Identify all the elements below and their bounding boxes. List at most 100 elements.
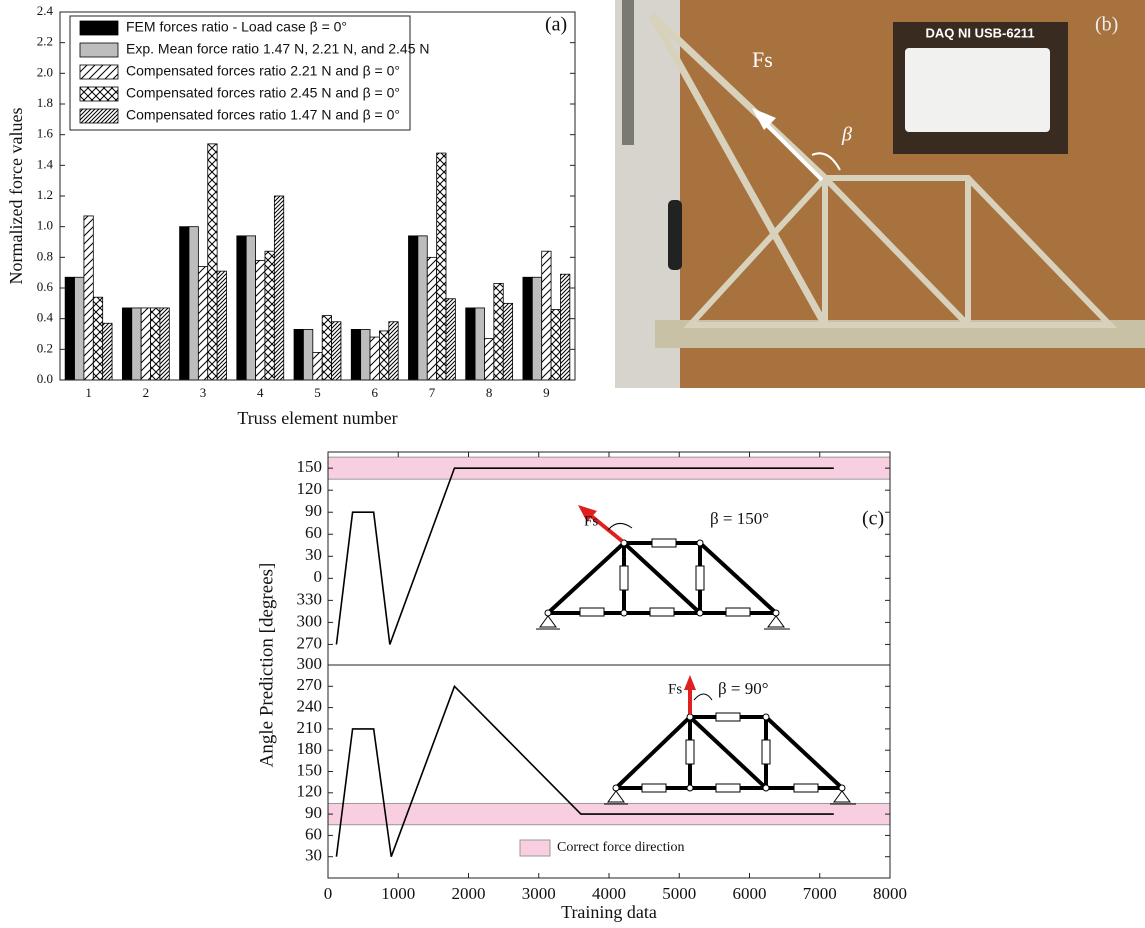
y-tick-label: 210	[297, 718, 323, 737]
panel-label: (c)	[862, 508, 884, 530]
bar	[151, 308, 160, 380]
y-tick-label: 240	[297, 697, 323, 716]
y-tick-label: 60	[305, 523, 322, 542]
bar	[103, 323, 112, 380]
y-tick-label: 1.2	[37, 187, 53, 202]
bar	[503, 303, 512, 380]
photo-force-label: Fs	[752, 47, 773, 72]
bar	[351, 329, 360, 380]
y-tick-label: 180	[297, 739, 323, 758]
bar	[494, 283, 503, 380]
y-tick-label: 2.0	[37, 64, 53, 79]
x-tick-label: 5	[314, 385, 321, 400]
bar	[122, 308, 131, 380]
x-tick-label: 7	[429, 385, 436, 400]
legend-swatch	[80, 21, 118, 35]
line	[336, 686, 833, 856]
figure: DAQ NI USB-6211 Fs β (b) 1234567890.00.2…	[0, 0, 1145, 928]
y-tick-label: 150	[297, 457, 323, 476]
bar	[551, 309, 560, 380]
y-tick-label: 1.8	[37, 95, 53, 110]
x-tick-label: 7000	[803, 884, 837, 903]
photo-angle-label: β	[841, 124, 852, 146]
bar	[379, 331, 388, 380]
panel-label: (b)	[1095, 14, 1118, 36]
photo-handle	[668, 200, 682, 270]
y-tick-label: 300	[297, 611, 323, 630]
bar	[332, 322, 341, 380]
y-tick-label: 330	[297, 589, 323, 608]
photo-frame	[622, 0, 634, 145]
bar	[132, 308, 141, 380]
y-tick-label: 30	[305, 846, 322, 865]
legend-label: FEM forces ratio - Load case β = 0°	[126, 19, 347, 35]
y-tick-label: 120	[297, 479, 323, 498]
bar	[303, 329, 312, 380]
x-tick-label: 4000	[592, 884, 626, 903]
legend-swatch	[80, 43, 118, 57]
bar	[274, 196, 283, 380]
line	[336, 468, 833, 644]
legend: FEM forces ratio - Load case β = 0° Exp. …	[70, 16, 430, 130]
y-tick-label: 120	[297, 782, 323, 801]
legend-swatch	[520, 840, 550, 856]
legend-swatch	[80, 65, 118, 79]
y-tick-label: 2.2	[37, 34, 53, 49]
photo-daq	[905, 48, 1050, 132]
y-tick-label: 2.4	[37, 3, 54, 18]
bar	[484, 339, 493, 380]
legend-label: Correct force direction	[557, 840, 685, 855]
photo: DAQ NI USB-6211 Fs β (b)	[615, 0, 1145, 388]
bar	[65, 277, 74, 380]
y-tick-label: 1.6	[37, 126, 54, 141]
y-tick-label: 270	[297, 633, 323, 652]
x-tick-label: 1000	[381, 884, 415, 903]
bar	[256, 260, 265, 380]
x-tick-label: 2	[143, 385, 150, 400]
x-tick-label: 6000	[733, 884, 767, 903]
x-tick-label: 5000	[662, 884, 696, 903]
x-tick-label: 8	[486, 385, 493, 400]
bar	[322, 316, 331, 380]
y-tick-label: 1.0	[37, 218, 53, 233]
bar	[475, 308, 484, 380]
page: DAQ NI USB-6211 Fs β (b) 1234567890.00.2…	[0, 0, 1145, 928]
x-tick-label: 0	[324, 884, 333, 903]
x-tick-label: 1	[85, 385, 92, 400]
y-tick-label: 270	[297, 675, 323, 694]
bar	[160, 308, 169, 380]
bar	[141, 308, 150, 380]
legend-swatch	[80, 87, 118, 101]
inset-angle-label: β = 90°	[718, 679, 769, 698]
bar	[389, 322, 398, 380]
legend-label: Compensated forces ratio 2.45 N and β = …	[126, 85, 400, 101]
bar	[427, 257, 436, 380]
y-tick-label: 90	[305, 803, 322, 822]
y-tick-label: 0.8	[37, 248, 53, 263]
bar	[370, 337, 379, 380]
y-tick-label: 1.4	[37, 156, 54, 171]
bar	[437, 153, 446, 380]
bar	[93, 297, 102, 380]
legend-swatch	[80, 109, 118, 123]
y-axis-label: Normalized force values	[6, 108, 26, 285]
y-tick-label: 0.2	[37, 340, 53, 355]
bar	[217, 271, 226, 380]
bar	[532, 277, 541, 380]
x-tick-label: 3	[200, 385, 207, 400]
photo-device-label: DAQ NI USB-6211	[925, 25, 1034, 40]
y-axis-label: Angle Prediction [degrees]	[256, 563, 277, 768]
legend-label: Exp. Mean force ratio 1.47 N, 2.21 N, an…	[126, 41, 430, 57]
x-tick-label: 9	[543, 385, 550, 400]
legend-label: Compensated forces ratio 1.47 N and β = …	[126, 107, 400, 123]
y-tick-label: 150	[297, 760, 323, 779]
bar	[523, 277, 532, 380]
legend-label: Compensated forces ratio 2.21 N and β = …	[126, 63, 400, 79]
bar	[418, 236, 427, 380]
x-tick-label: 2000	[452, 884, 486, 903]
y-tick-label: 0.4	[37, 310, 54, 325]
bar	[237, 236, 246, 380]
x-axis-label: Truss element number	[237, 408, 397, 428]
x-tick-label: 3000	[522, 884, 556, 903]
y-tick-label: 30	[305, 545, 322, 564]
